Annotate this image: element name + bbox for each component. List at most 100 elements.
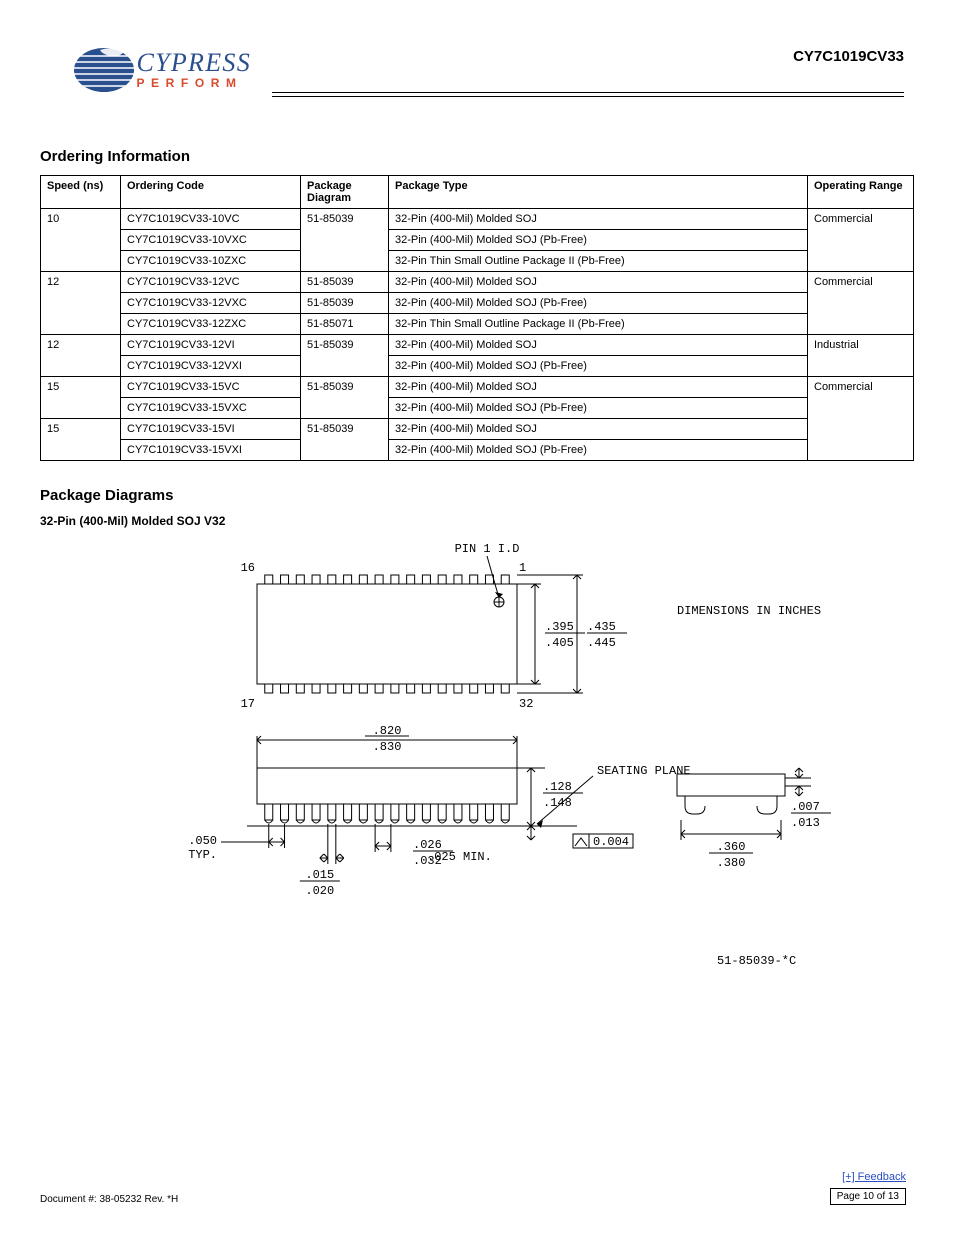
svg-text:.830: .830 (373, 740, 402, 754)
table-row: CY7C1019CV33-10ZXC 32-Pin Thin Small Outl… (41, 251, 914, 272)
logo-text: CYPRESS PERFORM (136, 48, 251, 90)
doc-part-number: CY7C1019CV33 (793, 48, 904, 66)
col-code-header: Ordering Code (121, 176, 301, 209)
table-row: CY7C1019CV33-15VXC 32-Pin (400-Mil) Molde… (41, 398, 914, 419)
cell-ordering-code: CY7C1019CV33-10VXC (121, 230, 301, 251)
cell-pkg-type: 32-Pin (400-Mil) Molded SOJ (Pb-Free) (389, 398, 808, 419)
svg-text:.026: .026 (413, 838, 442, 852)
svg-text:.015: .015 (305, 868, 334, 882)
svg-text:.405: .405 (545, 636, 574, 650)
ordering-info-title: Ordering Information (40, 148, 914, 165)
cell-ordering-code: CY7C1019CV33-12VC (121, 272, 301, 293)
svg-text:DIMENSIONS IN INCHES: DIMENSIONS IN INCHES (677, 604, 821, 618)
cell-pkg-type: 32-Pin (400-Mil) Molded SOJ (Pb-Free) (389, 356, 808, 377)
package-diagram: 16 1 17 32 PIN 1 I.D .395 .405 .435 .445 DIMENSIO… (40, 534, 914, 979)
table-row: CY7C1019CV33-12ZXC51-8507132-Pin Thin Sm… (41, 314, 914, 335)
package-subtitle: 32-Pin (400-Mil) Molded SOJ V32 (40, 514, 914, 528)
col-type-header: Package Type (389, 176, 808, 209)
svg-text:.013: .013 (791, 816, 820, 830)
table-row: 15CY7C1019CV33-15VC51-8503932-Pin (400-M… (41, 377, 914, 398)
cell-speed: 10 (41, 209, 121, 272)
footer-doc-id: Document #: 38-05232 Rev. *H (40, 1194, 178, 1205)
svg-text:.435: .435 (587, 620, 616, 634)
ordering-table: Speed (ns) Ordering Code Package Diagram… (40, 175, 914, 461)
table-row: 12CY7C1019CV33-12VI51-8503932-Pin (400-M… (41, 335, 914, 356)
cell-pkg-type: 32-Pin (400-Mil) Molded SOJ (389, 272, 808, 293)
svg-text:.380: .380 (717, 856, 746, 870)
cell-pkg-diagram: 51-85039 (301, 419, 389, 461)
cell-pkg-type: 32-Pin (400-Mil) Molded SOJ (389, 377, 808, 398)
svg-text:.020: .020 (305, 884, 334, 898)
logo-perform-word: PERFORM (136, 76, 251, 90)
table-row: 15CY7C1019CV33-15VI51-8503932-Pin (400-M… (41, 419, 914, 440)
cell-op-range: Industrial (808, 335, 914, 377)
svg-text:0.004: 0.004 (593, 835, 629, 849)
cell-pkg-diagram: 51-85039 (301, 272, 389, 293)
svg-text:17: 17 (241, 697, 255, 711)
cell-op-range: Commercial (808, 377, 914, 461)
cell-speed: 15 (41, 419, 121, 461)
col-speed-header: Speed (ns) (41, 176, 121, 209)
page-header: CYPRESS PERFORM CY7C1019CV33 (0, 0, 954, 130)
cell-pkg-type: 32-Pin (400-Mil) Molded SOJ (389, 335, 808, 356)
cell-pkg-type: 32-Pin (400-Mil) Molded SOJ (Pb-Free) (389, 230, 808, 251)
cell-pkg-diagram: 51-85039 (301, 209, 389, 272)
cell-pkg-diagram: 51-85071 (301, 314, 389, 335)
cell-ordering-code: CY7C1019CV33-12VI (121, 335, 301, 356)
table-row: CY7C1019CV33-12VXC51-8503932-Pin (400-Mi… (41, 293, 914, 314)
svg-text:.050: .050 (188, 834, 217, 848)
svg-text:.360: .360 (717, 840, 746, 854)
feedback-link[interactable]: [+] Feedback (842, 1171, 906, 1183)
cell-ordering-code: CY7C1019CV33-12VXC (121, 293, 301, 314)
svg-text:16: 16 (241, 561, 255, 575)
svg-text:.445: .445 (587, 636, 616, 650)
svg-text:51-85039-*C: 51-85039-*C (717, 954, 796, 968)
cell-ordering-code: CY7C1019CV33-10VC (121, 209, 301, 230)
cell-pkg-type: 32-Pin (400-Mil) Molded SOJ (Pb-Free) (389, 440, 808, 461)
cell-ordering-code: CY7C1019CV33-15VI (121, 419, 301, 440)
footer-page-num: Page 10 of 13 (830, 1188, 906, 1205)
table-row: 10CY7C1019CV33-10VC51-8503932-Pin (400-M… (41, 209, 914, 230)
cell-ordering-code: CY7C1019CV33-12VXI (121, 356, 301, 377)
cell-speed: 12 (41, 272, 121, 335)
svg-text:.395: .395 (545, 620, 574, 634)
cell-op-range: Commercial (808, 209, 914, 272)
col-pkg-header: Package Diagram (301, 176, 389, 209)
cell-pkg-diagram: 51-85039 (301, 335, 389, 377)
svg-text:.032: .032 (413, 854, 442, 868)
cell-pkg-type: 32-Pin (400-Mil) Molded SOJ (389, 419, 808, 440)
cell-ordering-code: CY7C1019CV33-10ZXC (121, 251, 301, 272)
header-rule (272, 92, 904, 97)
package-diagram-svg: 16 1 17 32 PIN 1 I.D .395 .405 .435 .445 DIMENSIO… (117, 534, 837, 974)
table-row: CY7C1019CV33-10VXC 32-Pin (400-Mil) Molde… (41, 230, 914, 251)
cell-pkg-type: 32-Pin (400-Mil) Molded SOJ (Pb-Free) (389, 293, 808, 314)
cell-speed: 15 (41, 377, 121, 419)
cell-ordering-code: CY7C1019CV33-15VXI (121, 440, 301, 461)
svg-text:.007: .007 (791, 800, 820, 814)
cypress-globe-icon (72, 40, 136, 98)
table-header-row: Speed (ns) Ordering Code Package Diagram… (41, 176, 914, 209)
cell-speed: 12 (41, 335, 121, 377)
cell-pkg-type: 32-Pin Thin Small Outline Package II (Pb… (389, 314, 808, 335)
svg-text:TYP.: TYP. (188, 848, 217, 862)
logo-block: CYPRESS PERFORM (72, 40, 262, 98)
table-row: 12CY7C1019CV33-12VC51-8503932-Pin (400-M… (41, 272, 914, 293)
cell-pkg-type: 32-Pin Thin Small Outline Package II (Pb… (389, 251, 808, 272)
cell-pkg-diagram: 51-85039 (301, 293, 389, 314)
cell-ordering-code: CY7C1019CV33-15VC (121, 377, 301, 398)
svg-text:32: 32 (519, 697, 533, 711)
svg-text:1: 1 (519, 561, 526, 575)
cell-pkg-type: 32-Pin (400-Mil) Molded SOJ (389, 209, 808, 230)
cell-ordering-code: CY7C1019CV33-15VXC (121, 398, 301, 419)
svg-text:.148: .148 (543, 796, 572, 810)
cell-op-range: Commercial (808, 272, 914, 335)
table-row: CY7C1019CV33-15VXI 32-Pin (400-Mil) Molde… (41, 440, 914, 461)
table-row: CY7C1019CV33-12VXI 32-Pin (400-Mil) Molde… (41, 356, 914, 377)
col-range-header: Operating Range (808, 176, 914, 209)
svg-text:.128: .128 (543, 780, 572, 794)
logo-cypress-word: CYPRESS (136, 48, 251, 78)
cell-ordering-code: CY7C1019CV33-12ZXC (121, 314, 301, 335)
cell-pkg-diagram: 51-85039 (301, 377, 389, 419)
svg-text:PIN 1 I.D: PIN 1 I.D (455, 542, 520, 556)
package-diagrams-title: Package Diagrams (40, 487, 914, 504)
